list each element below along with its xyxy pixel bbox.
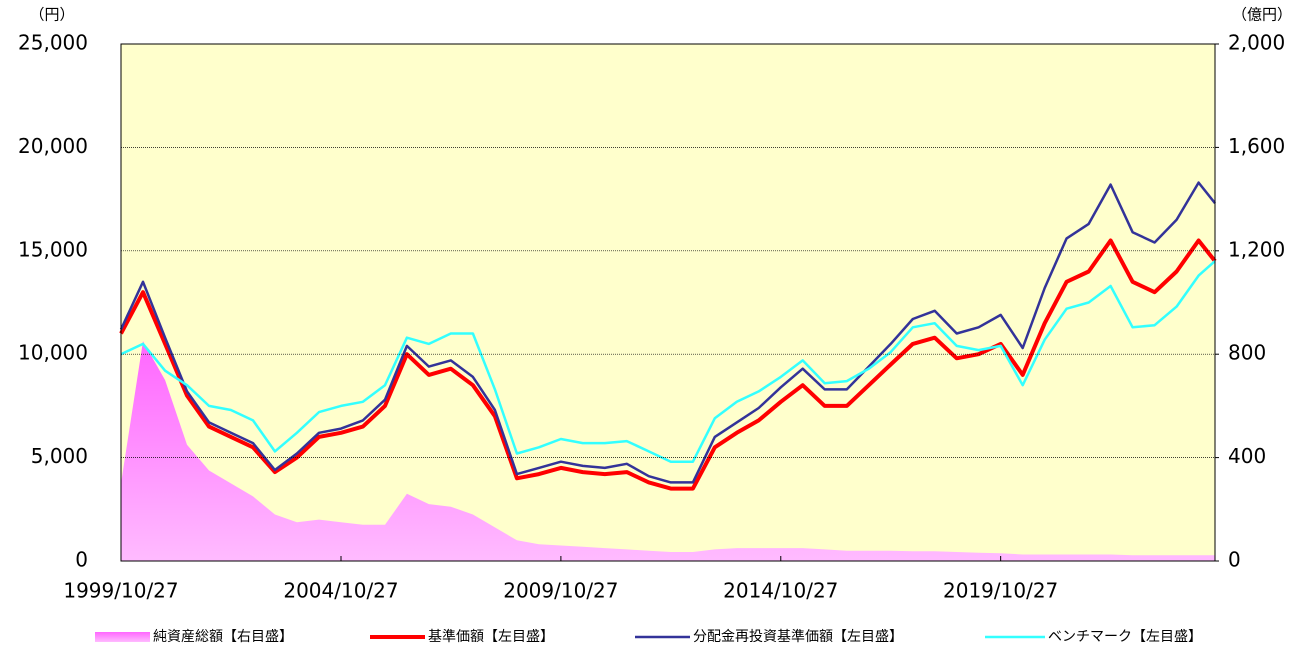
- legend-label: 純資産総額【右目盛】: [153, 629, 293, 645]
- plot-border: [120, 43, 1216, 562]
- y2-tick-label: 1,200: [1228, 237, 1285, 261]
- x-tick-label: 1999/10/27: [63, 579, 178, 603]
- x-tick-label: 2009/10/27: [503, 579, 618, 603]
- y-axis-label: （円）: [29, 6, 74, 24]
- line-series: [120, 260, 1216, 463]
- y2-tick-label: 0: [1228, 548, 1241, 572]
- plot-layer: [119, 181, 1217, 561]
- area-series: [121, 341, 1215, 561]
- y-tick-label: 0: [75, 548, 88, 572]
- line-series: [119, 238, 1217, 491]
- y-tick-label: 5,000: [31, 444, 88, 468]
- y2-tick-label: 400: [1228, 444, 1266, 468]
- x-tick-label: 2004/10/27: [283, 579, 398, 603]
- y2-axis-label: （億円）: [1232, 6, 1292, 24]
- y-tick-label: 25,000: [18, 31, 88, 55]
- y2-tick-label: 2,000: [1228, 31, 1285, 55]
- x-tick-label: 2014/10/27: [723, 579, 838, 603]
- y-tick-label: 15,000: [18, 237, 88, 261]
- y-tick-label: 20,000: [18, 134, 88, 158]
- legend-swatch: [95, 632, 150, 642]
- legend-label: 分配金再投資基準価額【左目盛】: [693, 628, 903, 645]
- y2-tick-label: 800: [1228, 341, 1266, 365]
- legend-label: 基準価額【左目盛】: [428, 628, 554, 645]
- y-tick-label: 10,000: [18, 341, 88, 365]
- y2-tick-label: 1,600: [1228, 134, 1285, 158]
- legend-label: ベンチマーク【左目盛】: [1048, 629, 1202, 645]
- x-tick-label: 2019/10/27: [943, 579, 1058, 603]
- line-series: [119, 181, 1216, 484]
- plot-area: [120, 43, 1216, 562]
